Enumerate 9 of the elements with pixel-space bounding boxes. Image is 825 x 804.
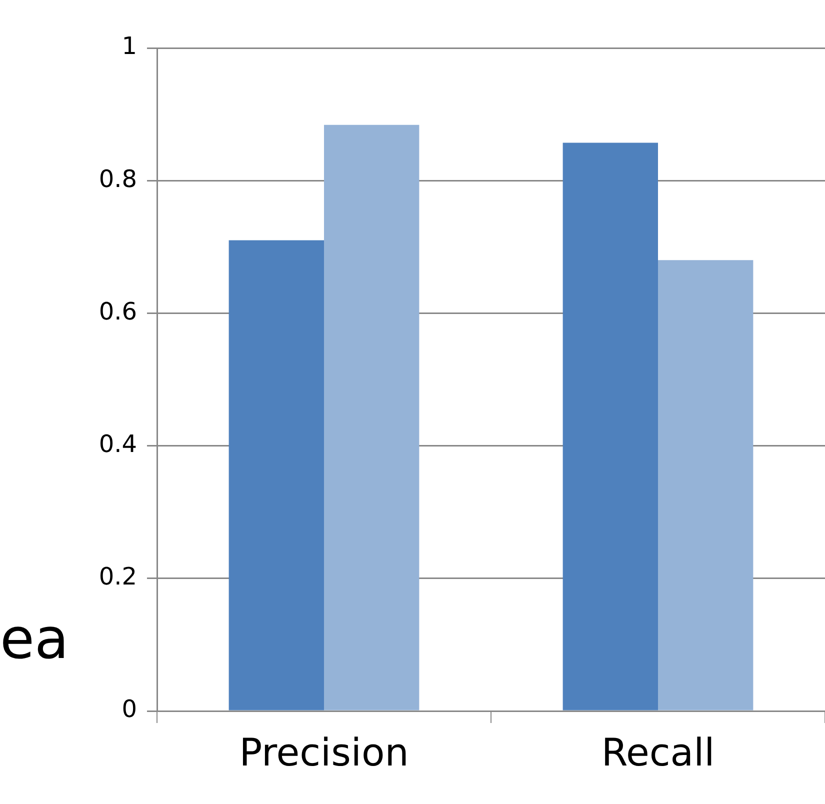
y-tick-label: 0.8 [98,164,137,193]
x-tick-label: Recall [601,730,715,775]
y-tick-label: 0.6 [98,297,137,326]
y-tick-label: 0 [122,695,137,724]
y-tick-label: 1 [122,32,137,60]
text: ea [0,607,69,672]
y-tick-label: 0.2 [98,562,137,591]
x-tick-label: Precision [239,730,409,775]
y-tick-label: 0.4 [98,430,137,458]
